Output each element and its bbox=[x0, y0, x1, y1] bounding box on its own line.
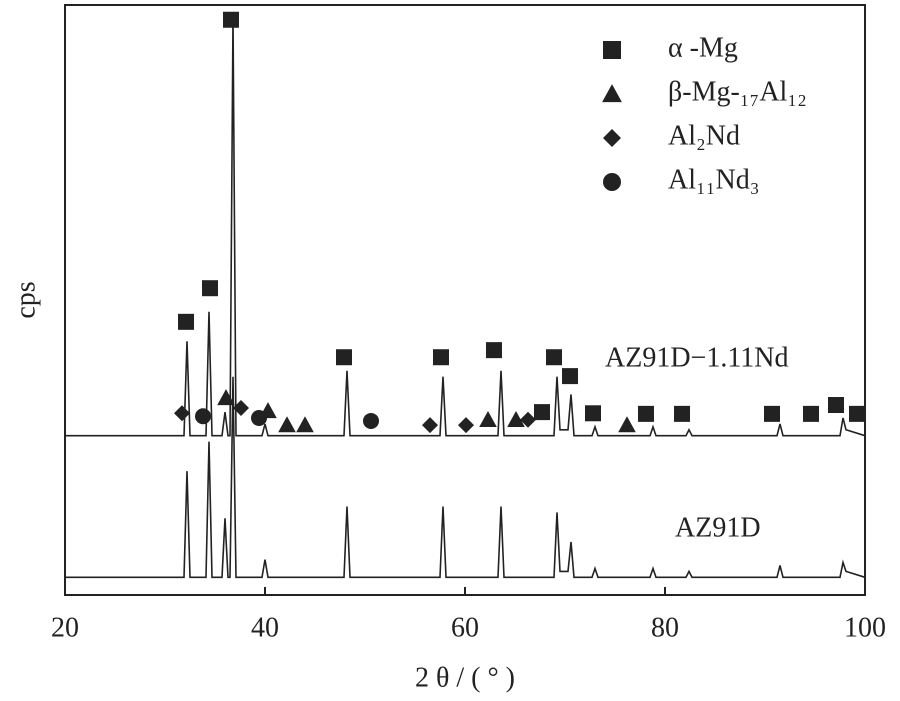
y-axis-label: cps bbox=[10, 281, 41, 318]
phase-marker bbox=[178, 313, 194, 330]
phase-marker bbox=[618, 416, 636, 433]
series-line bbox=[65, 376, 866, 579]
legend-label: α -Mg bbox=[668, 32, 738, 63]
phase-marker bbox=[764, 405, 780, 422]
phase-marker bbox=[479, 410, 497, 427]
phase-marker bbox=[534, 404, 550, 421]
phase-marker bbox=[223, 11, 239, 28]
phase-marker bbox=[486, 342, 502, 359]
phase-marker bbox=[828, 397, 844, 414]
phase-marker bbox=[278, 416, 296, 433]
phase-marker bbox=[585, 405, 601, 422]
phase-marker bbox=[433, 349, 449, 366]
legend-label: Al₁₁Nd₃ bbox=[668, 164, 760, 195]
phase-marker bbox=[458, 417, 474, 434]
phase-marker bbox=[674, 405, 690, 422]
phase-marker bbox=[422, 417, 438, 434]
phase-marker bbox=[849, 405, 865, 422]
x-tick-label: 80 bbox=[651, 612, 679, 643]
phase-marker bbox=[520, 411, 536, 428]
phase-marker bbox=[336, 349, 352, 366]
phase-marker bbox=[233, 399, 249, 416]
phase-marker bbox=[546, 349, 562, 366]
phase-marker bbox=[195, 408, 211, 425]
series-label: AZ91D bbox=[675, 512, 761, 543]
phase-marker bbox=[296, 416, 314, 433]
series-label: AZ91D−1.11Nd bbox=[605, 342, 789, 373]
phase-marker bbox=[251, 410, 267, 426]
phase-marker bbox=[363, 412, 379, 429]
legend-symbol bbox=[603, 41, 621, 59]
legend-symbol bbox=[603, 129, 621, 147]
x-axis-label: 2 θ / ( ° ) bbox=[415, 662, 515, 693]
x-tick-label: 100 bbox=[844, 612, 886, 643]
legend-symbol bbox=[602, 84, 622, 103]
phase-marker bbox=[562, 368, 578, 385]
phase-marker bbox=[174, 405, 190, 422]
x-tick-label: 60 bbox=[451, 612, 479, 643]
x-tick-label: 40 bbox=[251, 612, 279, 643]
legend-label: Al₂Nd bbox=[668, 120, 740, 151]
phase-marker bbox=[217, 389, 235, 406]
phase-marker bbox=[803, 405, 819, 422]
legend-label: β-Mg-₁₇Al₁₂ bbox=[668, 76, 807, 107]
phase-marker bbox=[507, 410, 525, 427]
phase-marker bbox=[638, 405, 654, 422]
x-tick-label: 20 bbox=[51, 612, 79, 643]
legend-symbol bbox=[603, 173, 621, 191]
phase-marker bbox=[202, 280, 218, 297]
series-line bbox=[65, 16, 866, 437]
